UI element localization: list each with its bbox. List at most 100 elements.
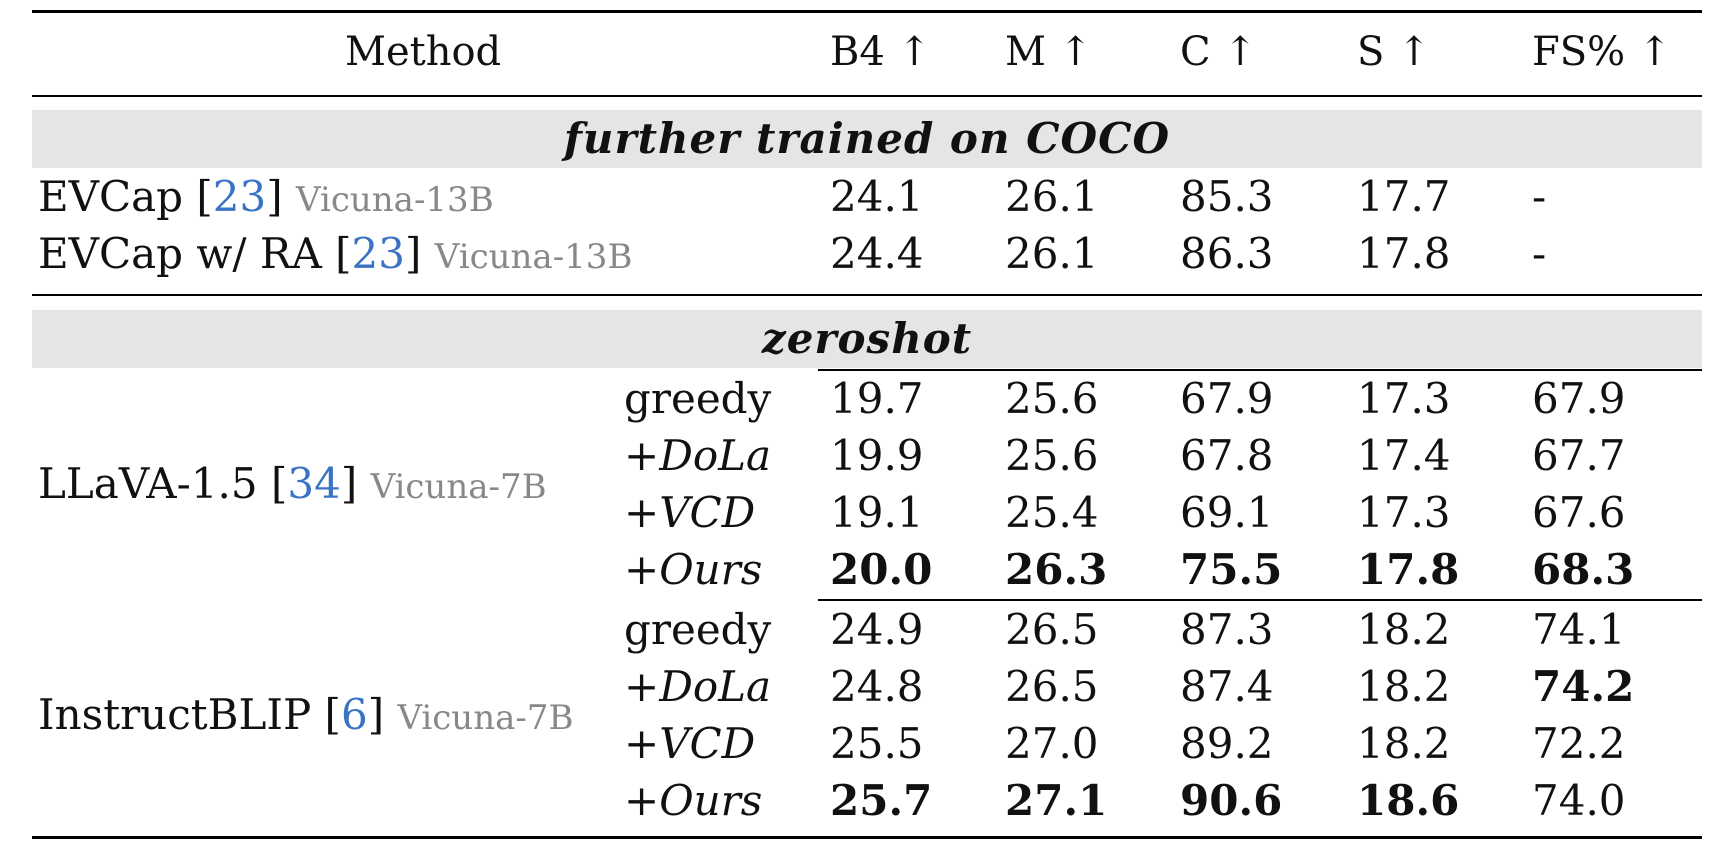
- citation-link[interactable]: 23: [212, 172, 267, 221]
- header-m: M ↑: [1005, 29, 1093, 75]
- method-name: InstructBLIP [: [38, 690, 341, 739]
- model-label: Vicuna-13B: [434, 237, 633, 277]
- variant-cell: +VCD: [624, 488, 756, 537]
- cell-s: 18.2: [1357, 605, 1451, 654]
- cell-m: 26.5: [1005, 662, 1099, 711]
- cell-b4: 19.1: [830, 488, 924, 537]
- cell-s: 17.3: [1357, 374, 1451, 423]
- header-b4: B4 ↑: [830, 29, 932, 75]
- variant-cell: +Ours: [624, 776, 763, 825]
- cell-b4: 20.0: [830, 545, 933, 594]
- table-row: greedy 19.7 25.6 67.9 17.3 67.9: [0, 370, 1710, 427]
- table-row: +DoLa 19.9 25.6 67.8 17.4 67.7: [0, 427, 1710, 484]
- table-row: +Ours 25.7 27.1 90.6 18.6 74.0: [0, 772, 1710, 829]
- header-c: C ↑: [1180, 29, 1257, 75]
- table-row: +VCD 25.5 27.0 89.2 18.2 72.2: [0, 715, 1710, 772]
- cell-fs: 67.9: [1532, 374, 1626, 423]
- cell-fs: -: [1532, 229, 1547, 278]
- model-label: Vicuna-13B: [296, 180, 494, 220]
- cell-m: 26.1: [1005, 229, 1099, 278]
- group-label-instructblip: InstructBLIP [6] Vicuna-7B: [38, 686, 573, 747]
- cell-c: 89.2: [1180, 719, 1274, 768]
- header-fs: FS% ↑: [1532, 29, 1672, 75]
- table-row: greedy 24.9 26.5 87.3 18.2 74.1: [0, 601, 1710, 658]
- variant-cell: greedy: [624, 605, 772, 654]
- method-cell: EVCap w/ RA [23] Vicuna-13B: [38, 225, 632, 286]
- cell-s: 17.3: [1357, 488, 1451, 537]
- cell-c: 90.6: [1180, 776, 1283, 825]
- cell-c: 87.3: [1180, 605, 1274, 654]
- cell-m: 25.6: [1005, 431, 1099, 480]
- table-row: +DoLa 24.8 26.5 87.4 18.2 74.2: [0, 658, 1710, 715]
- cell-b4: 24.9: [830, 605, 924, 654]
- group-rule: [818, 369, 1702, 371]
- top-rule: [32, 10, 1702, 13]
- table-row: EVCap w/ RA [23] Vicuna-13B 24.4 26.1 86…: [0, 225, 1710, 282]
- cell-m: 27.1: [1005, 776, 1108, 825]
- cell-b4: 19.7: [830, 374, 924, 423]
- table-row: +VCD 19.1 25.4 69.1 17.3 67.6: [0, 484, 1710, 541]
- model-label: Vicuna-7B: [397, 698, 574, 738]
- variant-cell: +VCD: [624, 719, 756, 768]
- variant-cell: +DoLa: [624, 431, 772, 480]
- cell-c: 69.1: [1180, 488, 1274, 537]
- section-label-zeroshot: zeroshot: [761, 314, 973, 363]
- bottom-rule: [32, 836, 1702, 839]
- cell-b4: 25.5: [830, 719, 924, 768]
- cell-fs: 74.2: [1532, 662, 1635, 711]
- cell-b4: 24.1: [830, 172, 924, 221]
- section-band-trained: further trained on COCO: [32, 110, 1702, 168]
- citation-link[interactable]: 34: [287, 459, 341, 508]
- cell-m: 27.0: [1005, 719, 1099, 768]
- citation-bracket: ]: [266, 172, 283, 221]
- cell-b4: 25.7: [830, 776, 933, 825]
- cell-s: 17.8: [1357, 545, 1460, 594]
- model-label: Vicuna-7B: [370, 467, 547, 507]
- cell-fs: 74.0: [1532, 776, 1626, 825]
- cell-s: 18.6: [1357, 776, 1460, 825]
- header-rule: [32, 95, 1702, 97]
- section-rule: [32, 294, 1702, 296]
- cell-c: 87.4: [1180, 662, 1274, 711]
- header-method: Method: [345, 29, 502, 75]
- method-cell: EVCap [23] Vicuna-13B: [38, 168, 494, 229]
- cell-s: 17.8: [1357, 229, 1451, 278]
- cell-m: 25.4: [1005, 488, 1099, 537]
- cell-fs: 67.7: [1532, 431, 1626, 480]
- cell-m: 25.6: [1005, 374, 1099, 423]
- section-band-zeroshot: zeroshot: [32, 310, 1702, 368]
- group-rule: [818, 599, 1702, 601]
- table-row: EVCap [23] Vicuna-13B 24.1 26.1 85.3 17.…: [0, 168, 1710, 225]
- cell-c: 67.8: [1180, 431, 1274, 480]
- cell-fs: 72.2: [1532, 719, 1626, 768]
- cell-s: 17.4: [1357, 431, 1451, 480]
- header-s: S ↑: [1357, 29, 1431, 75]
- cell-fs: 67.6: [1532, 488, 1626, 537]
- citation-link[interactable]: 23: [351, 229, 405, 278]
- cell-c: 75.5: [1180, 545, 1283, 594]
- group-label-llava: LLaVA-1.5 [34] Vicuna-7B: [38, 455, 547, 516]
- method-name: EVCap w/ RA [: [38, 229, 352, 278]
- section-label-trained: further trained on COCO: [563, 114, 1171, 163]
- citation-bracket: ]: [367, 690, 385, 739]
- method-name: LLaVA-1.5 [: [38, 459, 288, 508]
- method-name: EVCap [: [38, 172, 213, 221]
- cell-c: 67.9: [1180, 374, 1274, 423]
- citation-bracket: ]: [405, 229, 422, 278]
- cell-b4: 24.4: [830, 229, 924, 278]
- cell-m: 26.5: [1005, 605, 1099, 654]
- cell-c: 86.3: [1180, 229, 1274, 278]
- cell-m: 26.3: [1005, 545, 1108, 594]
- variant-cell: greedy: [624, 374, 772, 423]
- variant-cell: +Ours: [624, 545, 763, 594]
- citation-link[interactable]: 6: [340, 690, 368, 739]
- table-row: +Ours 20.0 26.3 75.5 17.8 68.3: [0, 541, 1710, 598]
- cell-b4: 19.9: [830, 431, 924, 480]
- cell-m: 26.1: [1005, 172, 1099, 221]
- variant-cell: +DoLa: [624, 662, 772, 711]
- cell-fs: -: [1532, 172, 1547, 221]
- cell-s: 17.7: [1357, 172, 1451, 221]
- cell-b4: 24.8: [830, 662, 924, 711]
- cell-c: 85.3: [1180, 172, 1274, 221]
- cell-s: 18.2: [1357, 662, 1451, 711]
